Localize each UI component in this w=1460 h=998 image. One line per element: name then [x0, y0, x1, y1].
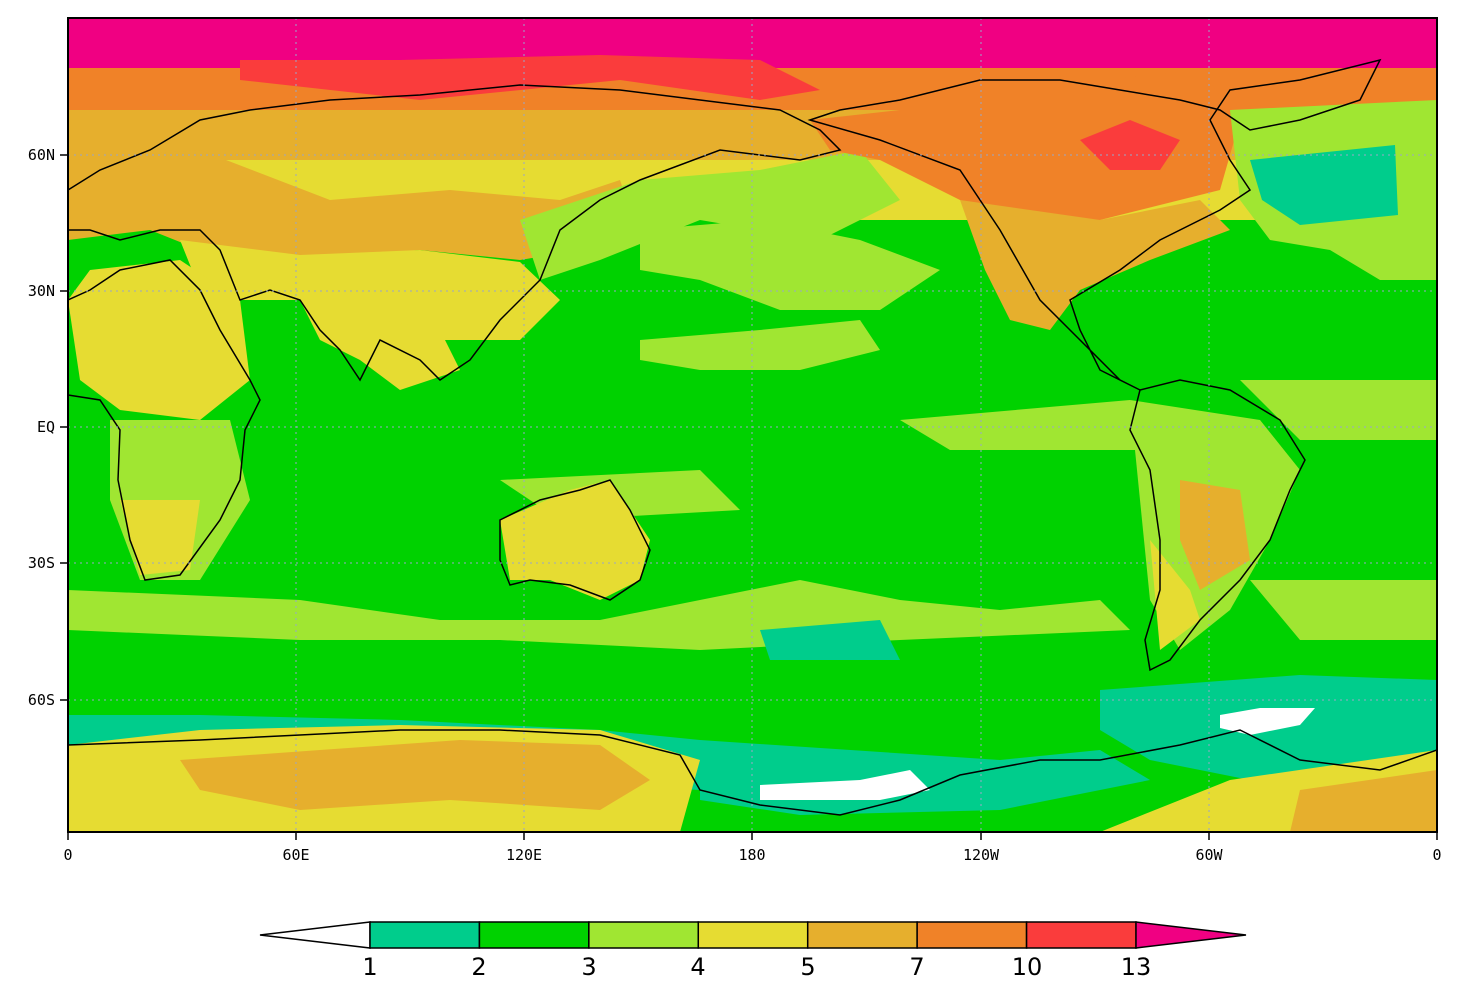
field-australia-4-5 — [500, 480, 650, 600]
field-npacific-3-4 — [640, 220, 940, 310]
colorbar-label-3: 3 — [581, 953, 596, 981]
colorbar-under-triangle — [259, 921, 371, 949]
colorbar-boxes — [369, 921, 1137, 949]
colorbar-label-13: 13 — [1121, 953, 1152, 981]
colorbar-label-1: 1 — [362, 953, 377, 981]
field-eurasia-5-7 — [68, 150, 640, 260]
lon-tick-0-east: 0 — [1432, 846, 1441, 864]
colorbar-over-triangle — [1135, 921, 1247, 949]
field-asia-3-4 — [520, 150, 900, 280]
field-socean-1-2-a — [760, 620, 900, 660]
lat-tick-30n: 30N — [28, 282, 55, 300]
coast-north-america — [807, 58, 1382, 391]
coast-africa — [68, 259, 261, 581]
colorbar-label-7: 7 — [909, 953, 924, 981]
field-arctic-10-13 — [240, 55, 820, 100]
coast-south-america — [1129, 379, 1306, 672]
coast-eurasia — [68, 84, 842, 382]
lon-tick-180: 180 — [738, 846, 765, 864]
colorbar-box-2 — [478, 921, 590, 949]
colorbar-box-4 — [697, 921, 809, 949]
field-socean-3-4-b — [1250, 580, 1437, 640]
colorbar-label-4: 4 — [690, 953, 705, 981]
field-namerica-7-10 — [810, 70, 1240, 220]
lon-tick-0: 0 — [63, 846, 72, 864]
coastlines — [68, 58, 1437, 816]
field-antarctica-e-5-7 — [1290, 770, 1437, 832]
field-eq-3-4-b — [1240, 380, 1437, 440]
lon-tick-60e: 60E — [282, 846, 309, 864]
lon-tick-120e: 120E — [506, 846, 542, 864]
colorbar-box-7 — [1025, 921, 1137, 949]
colorbar-box-3 — [588, 921, 700, 949]
field-safrica-4-5 — [120, 500, 200, 575]
field-pacific-3-4-a — [640, 320, 880, 370]
field-natlantic-1-2-inner — [1250, 145, 1398, 225]
colorbar-box-6 — [916, 921, 1028, 949]
tick-marks — [60, 154, 1438, 840]
lon-tick-120w: 120W — [963, 846, 1000, 864]
lat-tick-30s: 30S — [28, 554, 55, 572]
colorbar-box-1 — [369, 921, 481, 949]
coast-australia — [499, 479, 651, 601]
coast-antarctica — [68, 729, 1437, 816]
colorbar-label-5: 5 — [800, 953, 815, 981]
field-antarctica-5-7 — [180, 740, 650, 810]
colorbar-box-5 — [806, 921, 918, 949]
graticule — [68, 18, 1437, 832]
field-namerica-5-7 — [960, 200, 1230, 330]
colorbar-label-2: 2 — [471, 953, 486, 981]
colorbar: 1 2 3 4 5 7 10 13 — [259, 921, 1247, 981]
field-below-1-b — [1220, 708, 1315, 735]
field-samerica-4-5 — [1150, 540, 1200, 650]
field-canada-10-13 — [1080, 120, 1180, 170]
lat-tick-60s: 60S — [28, 691, 55, 709]
colorbar-label-10: 10 — [1012, 953, 1043, 981]
field-eq-3-4-a — [900, 400, 1140, 450]
field-below-1-a — [760, 770, 930, 800]
lon-tick-60w: 60W — [1195, 846, 1223, 864]
lat-tick-eq: EQ — [37, 418, 55, 436]
field-asia-4-5 — [180, 240, 560, 340]
lat-tick-60n: 60N — [28, 146, 55, 164]
field-india-4-5 — [300, 300, 460, 390]
